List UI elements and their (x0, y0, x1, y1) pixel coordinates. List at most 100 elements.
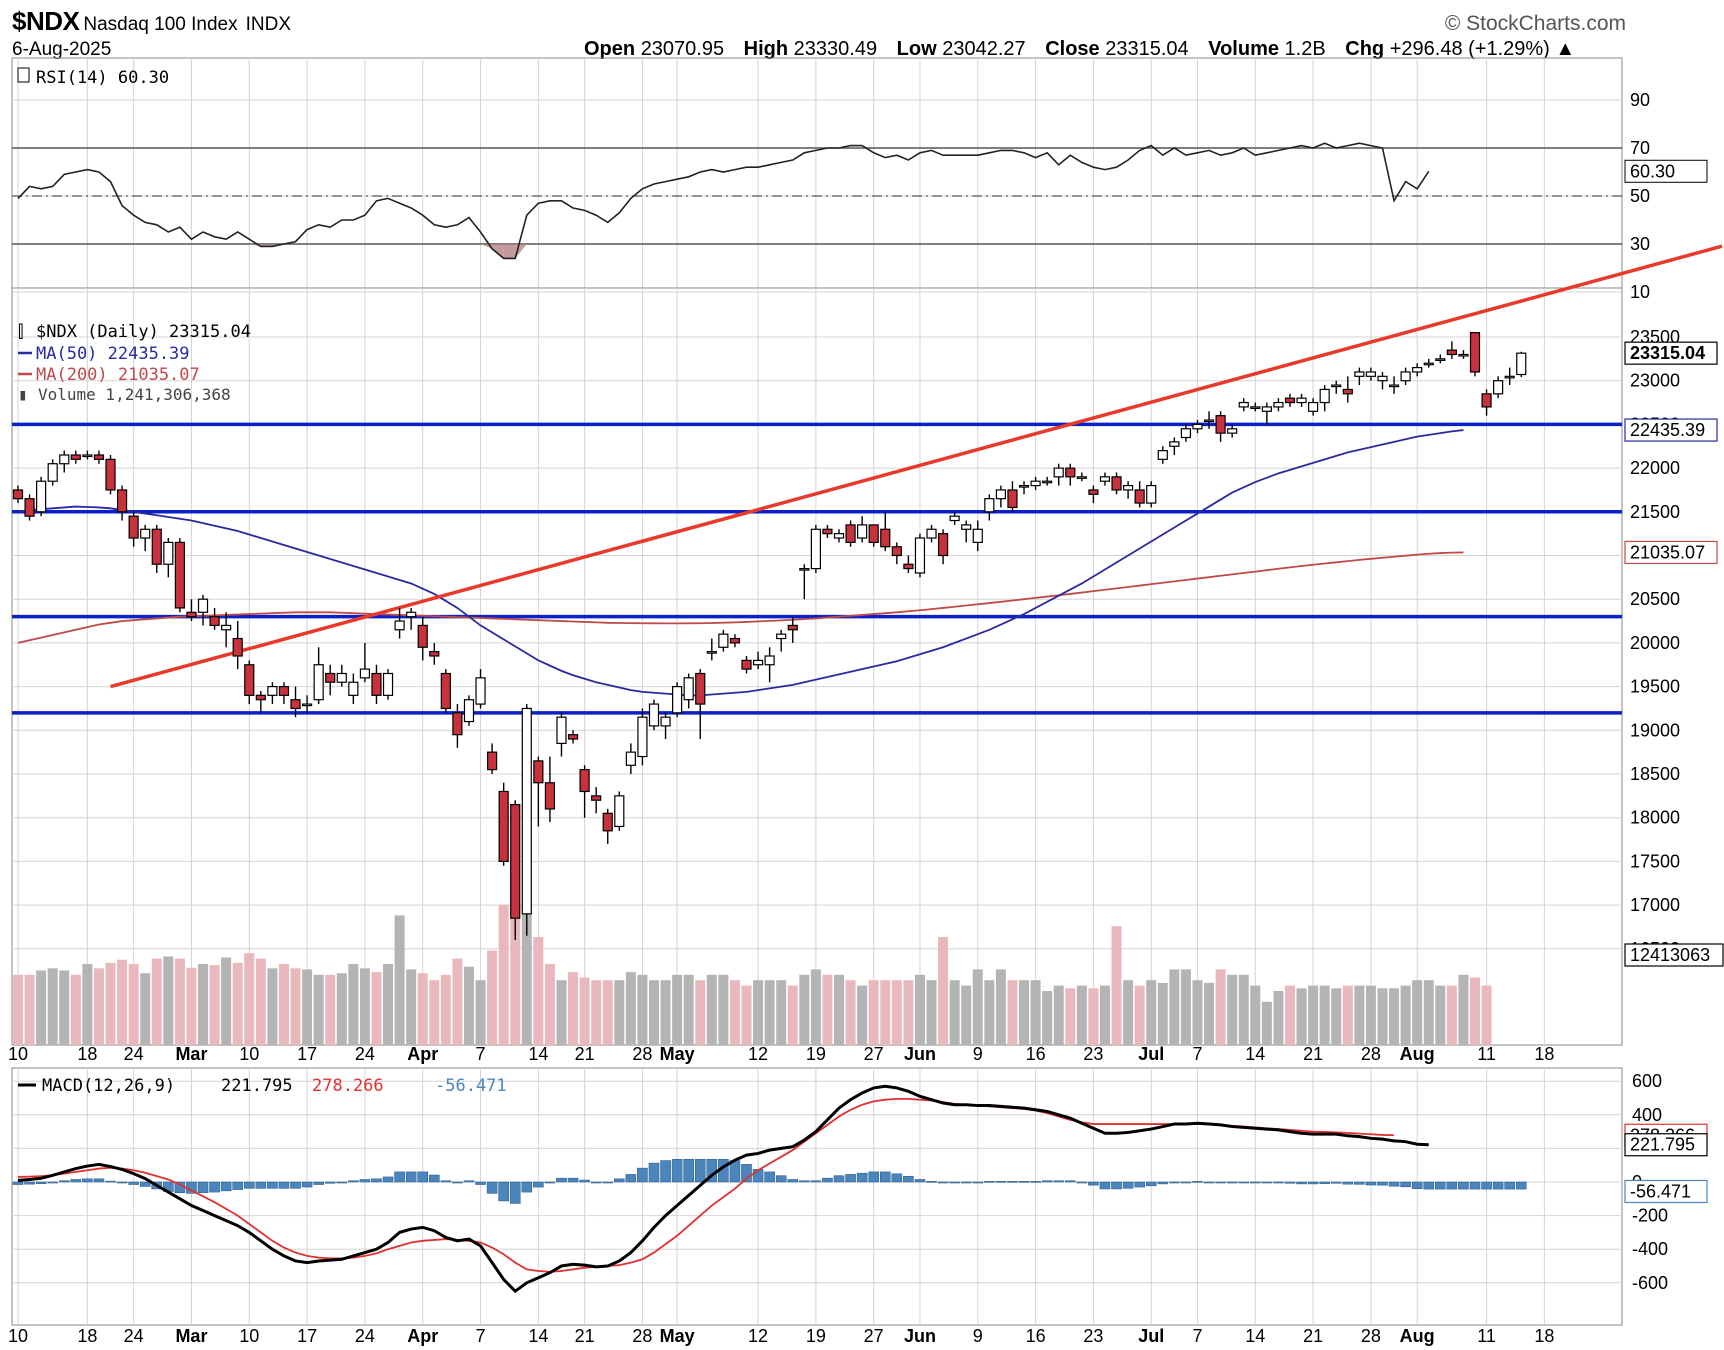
macd-histogram-bar (209, 1181, 220, 1193)
volume-bar (463, 966, 474, 1045)
volume-bar (1423, 980, 1434, 1045)
ma50-value-tag-label: 22435.39 (1630, 420, 1705, 440)
candle-body (1203, 419, 1215, 423)
candle-body (648, 703, 660, 727)
x-axis-label: 10 (239, 1044, 259, 1064)
macd-histogram-bar (579, 1179, 590, 1183)
rsi-tick-label: 90 (1630, 90, 1650, 110)
volume-bar (1180, 969, 1191, 1045)
macd-histogram-bar (197, 1181, 209, 1194)
candle-body (914, 537, 926, 574)
x-axis-label: Apr (407, 1326, 438, 1346)
volume-bar (232, 962, 243, 1045)
volume-bar (880, 980, 891, 1045)
candle-body (672, 685, 683, 714)
volume-bar (325, 974, 336, 1045)
x-axis-label: 28 (632, 1326, 652, 1346)
low-value: 23042.27 (942, 38, 1026, 60)
volume-bar (1030, 980, 1041, 1045)
candle-body (394, 620, 405, 631)
rsi-tick-label: 70 (1630, 138, 1650, 158)
date-label: 6-Aug-2025 (12, 39, 112, 60)
price-tick-label: 19000 (1630, 720, 1680, 740)
macd-histogram-bar (1446, 1181, 1458, 1190)
volume-bar (695, 980, 706, 1045)
candle-body (1423, 362, 1434, 366)
volume-bar (440, 974, 451, 1045)
x-axis-label: 7 (1192, 1326, 1202, 1346)
macd-histogram-bar (1388, 1181, 1400, 1187)
macd-histogram-bar (24, 1181, 35, 1185)
rsi-line (17, 142, 1430, 260)
macd-histogram-bar (12, 1181, 24, 1185)
candle-body (926, 528, 937, 539)
macd-histogram-bar (741, 1164, 752, 1183)
x-axis-label: May (660, 1044, 695, 1064)
macd-histogram-bar (1423, 1181, 1435, 1190)
rsi-tick-label: 30 (1630, 234, 1650, 254)
macd-histogram-bar (105, 1180, 116, 1183)
macd-histogram-bar (1007, 1181, 1018, 1183)
candle-body (440, 672, 451, 710)
chg-label: Chg (1345, 38, 1385, 60)
macd-histogram-bar (128, 1181, 139, 1185)
candle-body (810, 528, 821, 570)
volume-bar (533, 937, 544, 1045)
ma200-line (17, 551, 1464, 644)
volume-legend-icon: ▮ (18, 385, 28, 404)
volume-bar (961, 985, 972, 1045)
ohlc-bar: Open 23070.95 High 23330.49 Low 23042.27… (584, 38, 1575, 61)
candle-body (533, 760, 544, 784)
volume-bar (174, 958, 185, 1045)
x-axis-label: 12 (748, 1044, 768, 1064)
volume-bar (498, 904, 509, 1045)
candle-body (1261, 406, 1272, 412)
macd-histogram-bar (452, 1181, 463, 1184)
macd-histogram-bar (614, 1178, 625, 1183)
candle-body (1030, 480, 1041, 487)
candle-body (891, 546, 902, 557)
macd-histogram-bar (648, 1162, 660, 1183)
volume-bar (926, 980, 937, 1045)
candle-body (1331, 384, 1342, 388)
ma200-value-tag (1624, 540, 1718, 565)
macd-histogram-bar (498, 1181, 509, 1202)
volume-bar (255, 958, 266, 1045)
macd-histogram-bar (556, 1177, 567, 1183)
macd-histogram-bar (879, 1171, 891, 1183)
macd-histogram-bar (1053, 1180, 1065, 1183)
volume-bar (24, 974, 35, 1045)
close-value-tag (1624, 341, 1718, 365)
volume-bar (140, 973, 151, 1045)
volume-bar (1215, 969, 1226, 1045)
candle-body (151, 528, 162, 565)
volume-bar (186, 967, 197, 1045)
candle-body (1018, 484, 1030, 488)
macd-histogram-bar (694, 1159, 706, 1183)
candle-body (1284, 397, 1296, 404)
volume-bar (1111, 926, 1122, 1045)
volume-bar (556, 980, 567, 1045)
macd-panel: 6004002000-200-400-600278.266221.795-56.… (11, 1067, 1708, 1326)
macd-histogram-bar (1330, 1181, 1342, 1184)
candle-body (1365, 371, 1377, 377)
macd-histogram-bar (486, 1181, 498, 1194)
volume-bar (394, 915, 405, 1045)
x-axis-label: 14 (1245, 1326, 1265, 1346)
x-axis-label: 28 (1361, 1326, 1381, 1346)
candle-body (799, 568, 810, 571)
volume-bar (128, 964, 139, 1045)
candle-body (463, 699, 475, 723)
macd-histogram-bar (463, 1180, 475, 1183)
x-axis-label: 9 (973, 1326, 983, 1346)
panel-frame (11, 57, 1623, 289)
x-axis-label: 21 (1303, 1044, 1323, 1064)
volume-bar (1308, 985, 1319, 1045)
macd-histogram-bar (1076, 1181, 1088, 1184)
macd-histogram-bar (533, 1181, 544, 1188)
volume-bar (787, 985, 798, 1045)
volume-bar (753, 980, 764, 1045)
x-axis-label: Jul (1138, 1044, 1164, 1064)
volume-bar (278, 964, 289, 1045)
volume-bar (13, 974, 23, 1045)
